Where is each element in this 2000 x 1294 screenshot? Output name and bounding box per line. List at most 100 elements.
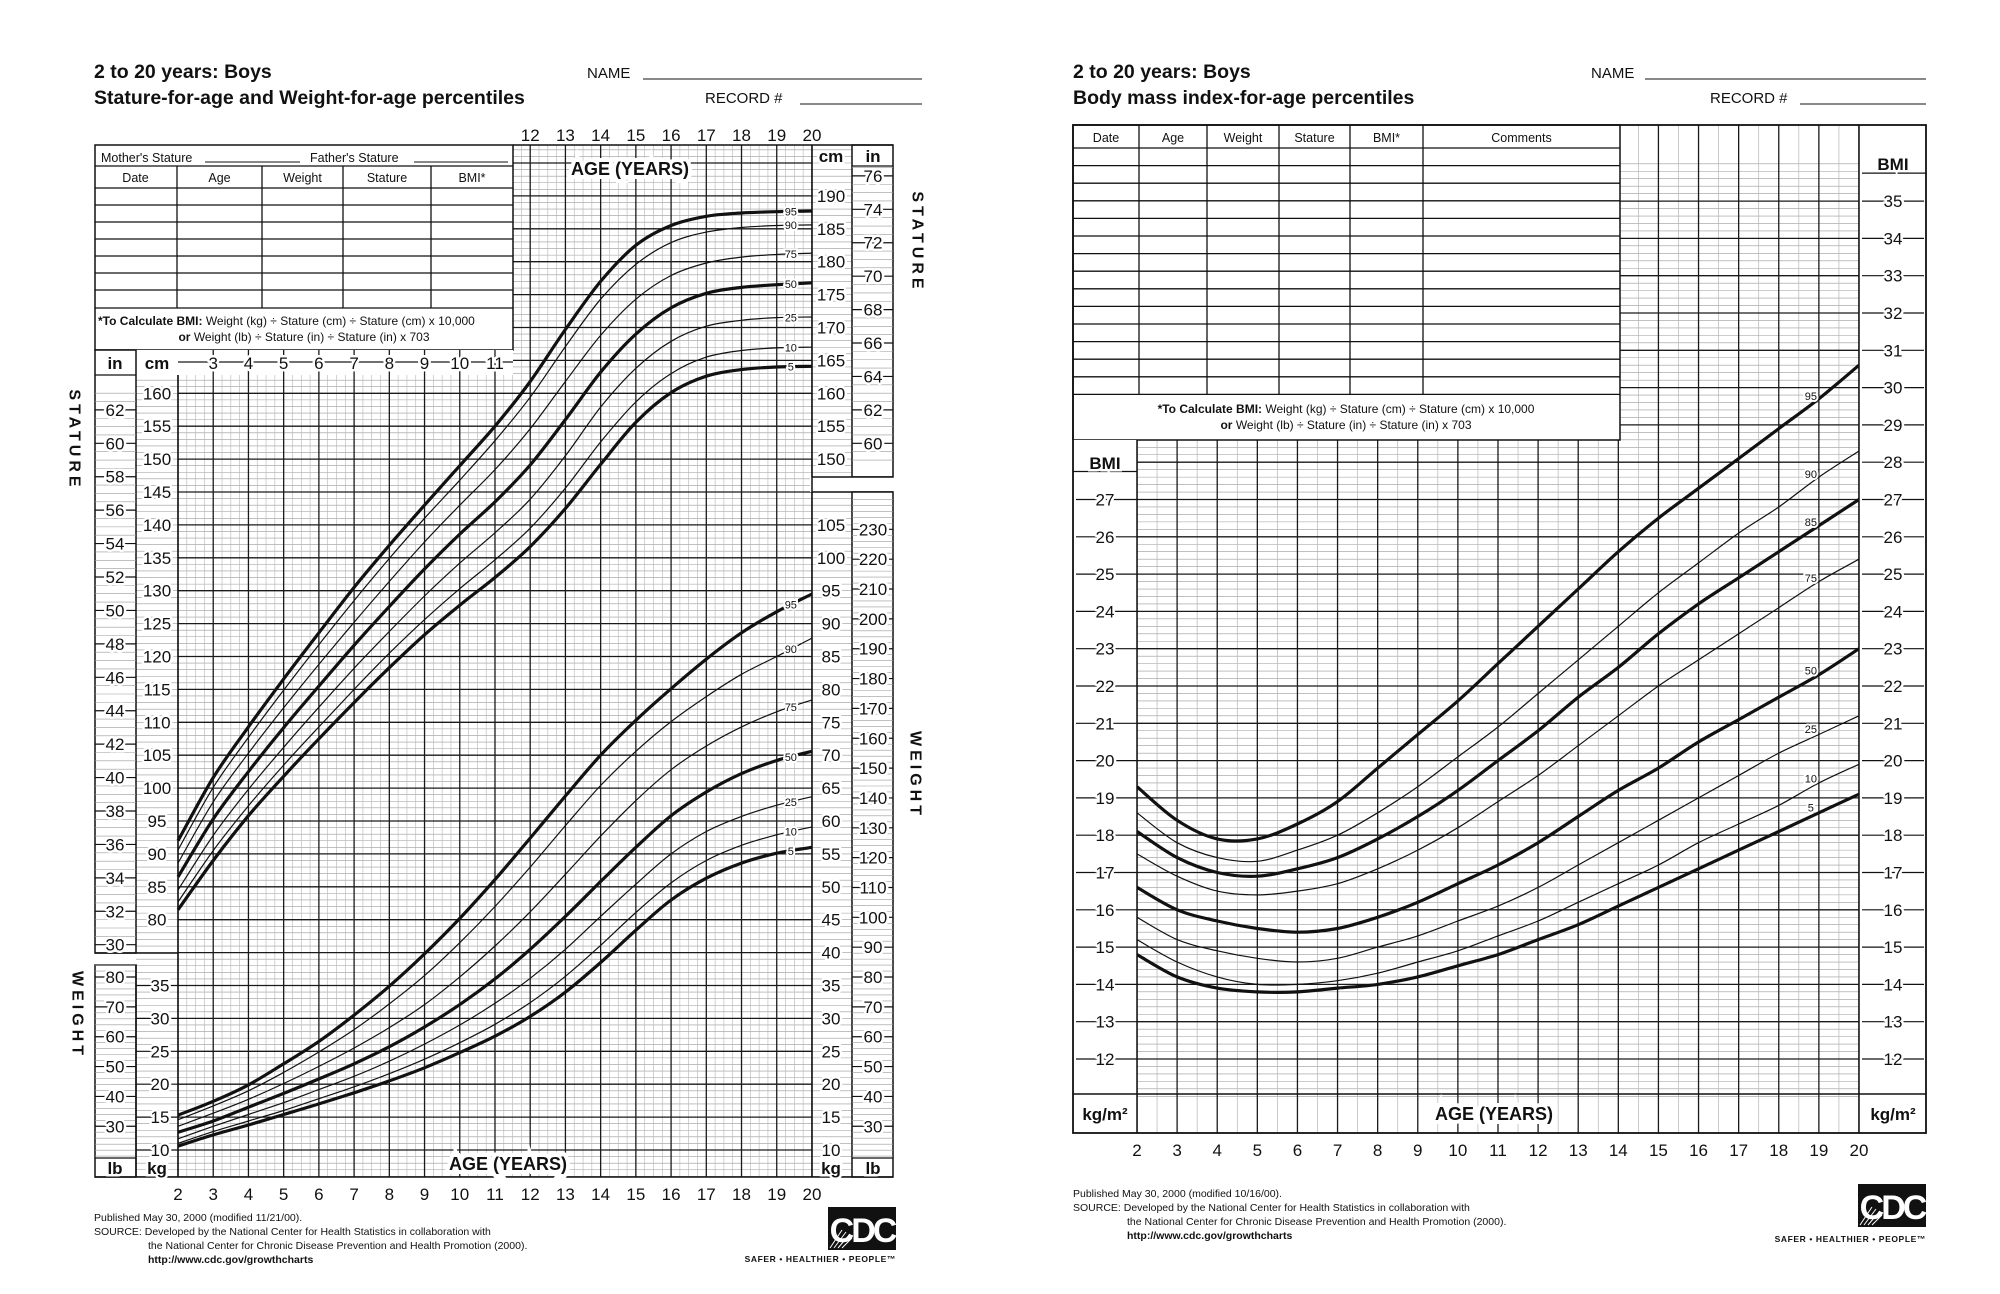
bmi-age-tick: 6 xyxy=(1293,1141,1302,1160)
weight-percentile-label-95: 95 xyxy=(785,600,797,612)
bmi-tick-left: 20 xyxy=(1096,752,1115,771)
age-tick-inner: 4 xyxy=(244,354,253,373)
bmi-age-tick: 18 xyxy=(1769,1141,1788,1160)
bmi-label-left: BMI xyxy=(1089,454,1120,473)
age-tick-bottom: 11 xyxy=(486,1185,504,1204)
weight-kg-tick-right: 55 xyxy=(822,845,841,864)
mothers-stature-label: Mother's Stature xyxy=(101,151,192,165)
bmi-percentile-curve-50 xyxy=(1136,647,1860,934)
cdc-tagline-right: SAFER • HEALTHIER • PEOPLE™ xyxy=(1775,1234,1926,1244)
weight-percentile-label-75: 75 xyxy=(785,702,797,714)
stature-in-tick-left: 60 xyxy=(106,434,125,453)
stature-cm-tick-right: 170 xyxy=(817,319,845,338)
stature-cm-tick-right: 180 xyxy=(817,253,845,272)
age-tick-bottom: 20 xyxy=(802,1185,821,1204)
left-title-line1: 2 to 20 years: Boys xyxy=(94,61,272,83)
bmi-tick-right: 34 xyxy=(1884,229,1903,248)
stature-cm-tick-left: 140 xyxy=(143,516,171,535)
stature-cm-tick-left: 105 xyxy=(143,746,171,765)
bmi-labels: 2 to 20 years: Boys Body mass index-for-… xyxy=(1073,61,1930,1244)
bmi-percentile-label-50: 50 xyxy=(1805,665,1817,677)
stature-weight-labels: 2 to 20 years: Boys Stature-for-age and … xyxy=(66,61,926,1266)
stature-cm-tick-left: 135 xyxy=(143,549,171,568)
weight-lb-tick-left: 40 xyxy=(106,1087,125,1106)
age-axis-title-bottom: AGE (YEARS) xyxy=(449,1154,567,1174)
stature-in-tick-left: 42 xyxy=(106,735,125,754)
weight-lb-tick-right: 40 xyxy=(864,1087,883,1106)
formula-bold: *To Calculate BMI: xyxy=(1158,402,1262,416)
bmi-tick-right: 15 xyxy=(1884,938,1903,957)
bmi-tick-left: 19 xyxy=(1096,789,1115,808)
right-table-header-comments: Comments xyxy=(1491,131,1551,145)
stature-cm-tick-right: 160 xyxy=(817,384,845,403)
bmi-percentile-label-10: 10 xyxy=(1805,773,1817,785)
weight-kg-tick-right: 40 xyxy=(822,944,841,963)
age-tick-bottom: 9 xyxy=(420,1185,429,1204)
bmi-tick-right: 17 xyxy=(1884,864,1903,883)
weight-percentile-curve-25 xyxy=(177,796,813,1140)
bmi-tick-left: 17 xyxy=(1096,864,1115,883)
right-title-line1: 2 to 20 years: Boys xyxy=(1073,61,1251,83)
pound-scale-column-right xyxy=(851,491,894,1178)
stature-in-tick-left: 40 xyxy=(106,769,125,788)
stature-in-tick-right: 64 xyxy=(864,367,883,386)
age-tick-inner: 9 xyxy=(420,354,429,373)
right-table-header-weight: Weight xyxy=(1224,131,1263,145)
weight-lb-tick-right: 190 xyxy=(859,640,887,659)
bmi-percentile-curve-95 xyxy=(1135,363,1861,843)
unit-kgm2-right: kg/m² xyxy=(1870,1105,1916,1124)
stature-percentile-label-10: 10 xyxy=(785,343,797,355)
bmi-tick-left: 13 xyxy=(1096,1013,1115,1032)
left-footer-source2: the National Center for Chronic Disease … xyxy=(148,1240,527,1252)
stature-percentile-label-90: 90 xyxy=(785,220,797,232)
bmi-age-tick: 19 xyxy=(1809,1141,1828,1160)
left-name-label: NAME xyxy=(587,65,630,82)
age-tick-bottom: 8 xyxy=(385,1185,394,1204)
weight-kg-tick-right: 10 xyxy=(822,1141,841,1160)
age-tick-inner: 7 xyxy=(349,354,358,373)
bmi-tick-right: 14 xyxy=(1884,975,1903,994)
stature-in-tick-right: 74 xyxy=(864,200,883,219)
stature-cm-tick-right: 185 xyxy=(817,220,845,239)
pound-scale-column-left xyxy=(94,964,137,1178)
bmi-curves: 95 90 85 75 50 25 10 5 xyxy=(1135,363,1861,994)
weight-kg-tick-right: 35 xyxy=(822,977,841,996)
weight-lb-tick-right: 110 xyxy=(859,878,886,897)
stature-cm-tick-left: 125 xyxy=(143,615,171,634)
age-tick-top: 14 xyxy=(591,126,610,145)
age-tick-bottom: 4 xyxy=(244,1185,253,1204)
weight-lb-tick-right: 90 xyxy=(864,938,883,957)
weight-axis-label-right: WEIGHT xyxy=(907,731,924,819)
weight-kg-tick-right: 50 xyxy=(822,878,841,897)
stature-percentile-curve-5 xyxy=(176,364,813,911)
bmi-tick-left: 14 xyxy=(1096,975,1115,994)
formula-or: or xyxy=(1220,418,1232,432)
weight-lb-tick-right: 160 xyxy=(859,729,887,748)
right-footer-url[interactable]: http://www.cdc.gov/growthcharts xyxy=(1127,1230,1292,1242)
bmi-tick-right: 28 xyxy=(1884,453,1903,472)
stature-percentile-curve-10 xyxy=(177,346,813,903)
cdc-logo-right: CDC xyxy=(1858,1184,1930,1227)
bmi-age-tick: 16 xyxy=(1689,1141,1708,1160)
bmi-tick-left: 23 xyxy=(1096,640,1115,659)
bmi-age-tick: 9 xyxy=(1413,1141,1422,1160)
bmi-age-tick: 10 xyxy=(1448,1141,1467,1160)
bmi-tick-left: 27 xyxy=(1096,491,1115,510)
weight-kg-tick-right: 105 xyxy=(817,516,845,535)
left-bmi-formula-line2: or Weight (lb) ÷ Stature (in) ÷ Stature … xyxy=(178,330,429,344)
left-footer-url[interactable]: http://www.cdc.gov/growthcharts xyxy=(148,1254,313,1266)
bmi-tick-left: 25 xyxy=(1096,565,1115,584)
bmi-tick-right: 29 xyxy=(1884,416,1903,435)
bmi-tick-right: 33 xyxy=(1884,267,1903,286)
left-table-header-age: Age xyxy=(208,171,230,185)
weight-lb-tick-right: 50 xyxy=(864,1058,883,1077)
weight-lb-tick-right: 130 xyxy=(859,819,887,838)
age-tick-top: 12 xyxy=(521,126,540,145)
bmi-tick-right: 20 xyxy=(1884,752,1903,771)
stature-cm-tick-left: 145 xyxy=(143,483,171,502)
bmi-percentile-label-25: 25 xyxy=(1805,724,1817,736)
weight-lb-tick-right: 120 xyxy=(859,849,887,868)
weight-lb-tick-right: 100 xyxy=(859,908,887,927)
bmi-tick-right: 24 xyxy=(1884,602,1903,621)
